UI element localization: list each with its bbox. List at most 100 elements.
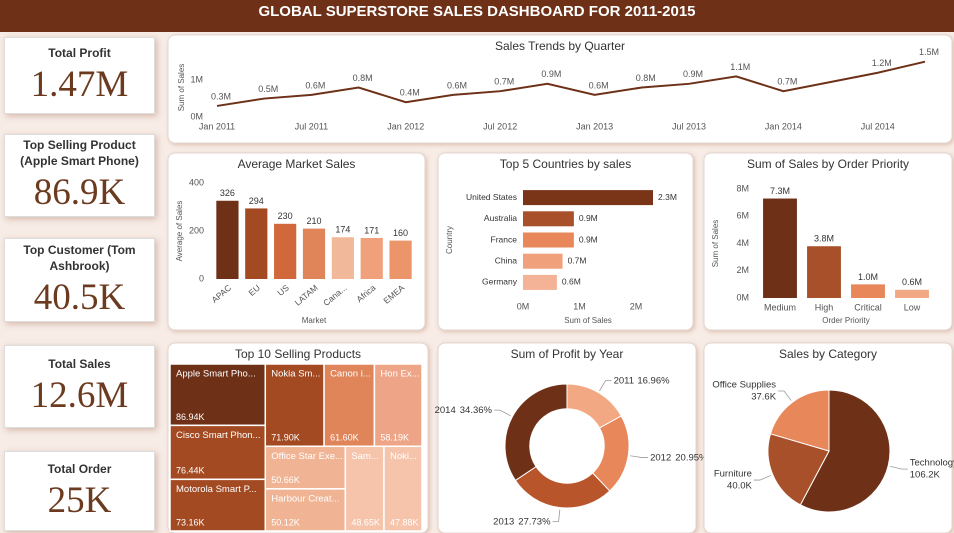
bar — [274, 223, 297, 279]
bar — [851, 284, 885, 298]
tile-value: 61.60K — [330, 433, 359, 443]
kpi-card: Top Customer (Tom Ashbrook) 40.5K — [4, 238, 155, 322]
x-axis-title: Market — [302, 316, 327, 325]
y-tick-label: Australia — [484, 213, 517, 223]
y-tick-label: 0 — [199, 273, 204, 283]
tile-label: Motorola Smart P... — [176, 484, 257, 495]
y-tick-label: 0M — [190, 111, 203, 121]
chart-title: Top 10 Selling Products — [235, 347, 361, 361]
x-axis-title: Sum of Sales — [564, 316, 612, 325]
leader-line — [493, 409, 511, 417]
data-label: 160 — [393, 228, 408, 238]
slice-category: 2012 — [650, 452, 671, 463]
slice-label: 2012 20.95% — [650, 452, 708, 463]
tile-label: Noki... — [390, 451, 417, 462]
treemap-tile — [344, 445, 385, 532]
slice-value: 37.6K — [751, 391, 776, 402]
data-label: 0.9M — [683, 69, 703, 79]
data-label: 0.5M — [258, 84, 278, 94]
data-label: 0.7M — [568, 255, 587, 265]
x-tick-label: Medium — [764, 302, 796, 312]
chart-title: Sales Trends by Quarter — [495, 39, 625, 53]
data-label: 230 — [278, 211, 293, 221]
treemap-tile — [264, 363, 325, 448]
data-label: 1.1M — [730, 62, 750, 72]
tile-value: 71.90K — [271, 433, 300, 443]
bar — [331, 237, 354, 279]
x-tick-label: Critical — [854, 302, 882, 312]
tile-value: 47.88K — [390, 517, 419, 527]
y-tick-label: France — [491, 234, 518, 244]
chart-title: Sales by Category — [779, 347, 877, 361]
data-label: 174 — [335, 225, 350, 235]
kpi-card: Total Order 25K — [4, 451, 155, 531]
y-tick-label: 2M — [736, 265, 749, 275]
x-tick-label: 0M — [517, 301, 530, 311]
slice-label: 2011 16.96% — [614, 375, 671, 386]
pie-slice — [799, 389, 891, 513]
kpi-value: 1.47M — [30, 64, 129, 105]
data-label: 0.4M — [400, 88, 420, 98]
x-tick-label: Jan 2012 — [387, 121, 424, 131]
tile-label: Hon Ex... — [380, 369, 419, 380]
chart-title: Sum of Profit by Year — [511, 347, 624, 361]
y-tick-label: China — [495, 255, 517, 265]
data-label: 7.3M — [770, 186, 790, 196]
tile-label: Cisco Smart Phon... — [176, 430, 260, 441]
leader-line — [630, 455, 649, 458]
y-tick-label: 1M — [190, 75, 203, 85]
y-tick-label: 200 — [189, 225, 204, 235]
x-tick-label: Jul 2013 — [672, 121, 706, 131]
slice-category: 2014 — [435, 405, 456, 416]
slice-label: 2013 27.73% — [493, 516, 551, 527]
bar — [216, 200, 239, 279]
kpi-value: 25K — [47, 479, 112, 521]
kpi-label: Total Sales — [48, 357, 111, 371]
x-tick-label: 2M — [630, 301, 643, 311]
tile-value: 73.16K — [176, 517, 205, 527]
data-label: 0.6M — [562, 277, 581, 287]
tile-label: Canon i... — [330, 369, 371, 380]
y-tick-label: 0M — [736, 292, 749, 302]
y-axis-title: Country — [445, 226, 454, 254]
data-label: 0.3M — [211, 91, 231, 101]
data-label: 2.3M — [658, 192, 677, 202]
treemap-tile — [323, 363, 376, 448]
data-label: 0.6M — [902, 277, 922, 287]
data-label: 1.5M — [919, 47, 939, 57]
data-label: 0.9M — [579, 213, 598, 223]
tile-label: Apple Smart Pho... — [176, 369, 256, 380]
treemap-tile — [373, 363, 423, 448]
bar — [523, 190, 653, 206]
tile-label: Sam... — [351, 451, 378, 462]
tile-label: Nokia Sm... — [271, 369, 320, 380]
data-label: 0.6M — [305, 80, 325, 90]
data-label: 0.8M — [353, 73, 373, 83]
y-tick-label: United States — [466, 192, 517, 202]
kpi-value: 12.6M — [30, 375, 129, 416]
y-axis-title: Sum of Sales — [711, 220, 720, 268]
y-tick-label: Germany — [482, 277, 518, 287]
x-tick-label: Jul 2014 — [861, 121, 895, 131]
slice-label: 2014 34.36% — [435, 405, 493, 416]
data-label: 0.7M — [494, 77, 514, 87]
y-tick-label: 4M — [736, 238, 749, 248]
data-label: 1.2M — [872, 58, 892, 68]
leader-line — [753, 475, 772, 481]
data-label: 0.7M — [777, 77, 797, 87]
slice-category: Furniture — [714, 469, 752, 480]
data-label: 326 — [220, 188, 235, 198]
donut-slice — [504, 383, 568, 482]
tile-label: Office Star Exe... — [271, 451, 343, 462]
kpi-label: Total Profit — [48, 46, 111, 60]
pie-slice — [769, 389, 830, 452]
leader-line — [599, 380, 612, 392]
data-label: 294 — [249, 196, 264, 206]
kpi-label: Total Order — [47, 461, 112, 476]
data-label: 0.9M — [579, 234, 598, 244]
bar — [523, 232, 574, 248]
data-label: 0.8M — [636, 73, 656, 83]
bar — [807, 246, 841, 298]
